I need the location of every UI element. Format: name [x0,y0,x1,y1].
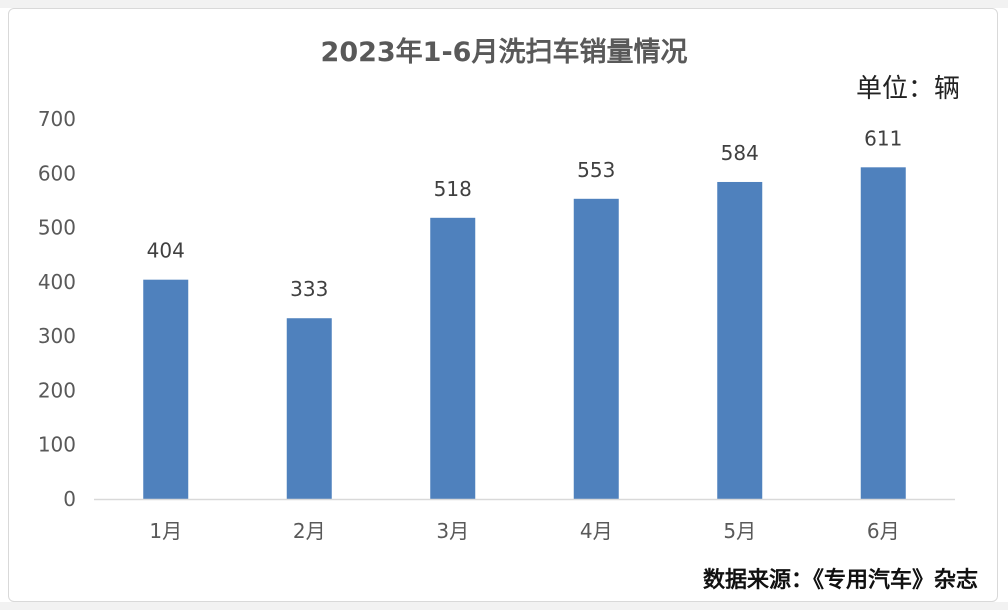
y-axis: 0 100 200 300 400 500 600 700 [38,107,76,511]
data-labels: 404 333 518 553 584 611 [147,126,903,301]
x-tick-label: 4月 [580,519,613,543]
data-label: 611 [864,126,902,150]
data-label: 553 [577,158,615,182]
y-tick-label: 600 [38,161,76,185]
data-label: 584 [721,141,759,165]
y-tick-label: 500 [38,216,76,240]
data-label: 333 [290,277,328,301]
bar-series [143,167,906,500]
x-axis: 1月 2月 3月 4月 5月 6月 [149,519,899,543]
y-tick-label: 400 [38,270,76,294]
y-tick-label: 200 [38,378,76,402]
bar[interactable] [143,279,189,499]
bar[interactable] [860,167,906,500]
y-tick-label: 300 [38,324,76,348]
x-tick-label: 5月 [723,519,756,543]
bar[interactable] [430,217,476,500]
sheet-grid-top [0,0,1008,8]
unit-label: 单位：辆 [855,74,960,104]
x-tick-label: 3月 [436,519,469,543]
chart-title: 2023年1-6月洗扫车销量情况 [320,37,688,68]
y-tick-label: 0 [63,487,76,511]
bar[interactable] [573,198,619,500]
x-tick-label: 2月 [293,519,326,543]
data-label: 404 [147,239,185,263]
sheet-grid-bottom [0,602,1008,610]
bar[interactable] [717,181,763,499]
x-tick-label: 1月 [149,519,182,543]
y-tick-label: 100 [38,433,76,457]
bar[interactable] [286,318,332,499]
y-tick-label: 700 [38,107,76,131]
data-label: 518 [434,177,472,201]
x-tick-label: 6月 [867,519,900,543]
source-label: 数据来源：《专用汽车》杂志 [702,567,978,593]
